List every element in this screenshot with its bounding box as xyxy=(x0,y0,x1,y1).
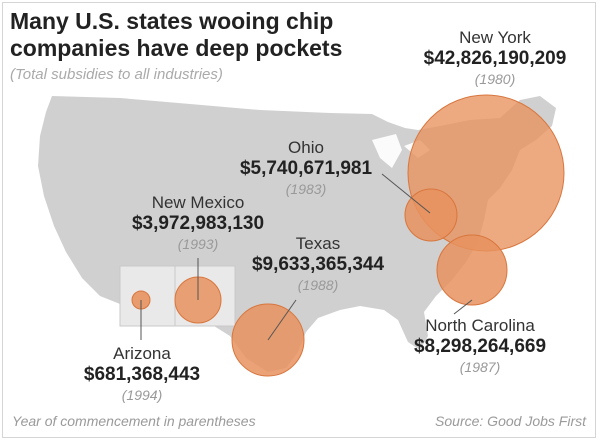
state-name: Arizona xyxy=(113,344,171,363)
bubble-north-carolina xyxy=(436,234,508,306)
state-name: Ohio xyxy=(288,138,324,157)
chart-title: Many U.S. states wooing chip companies h… xyxy=(10,8,343,61)
state-name: New Mexico xyxy=(151,193,245,212)
leader-north-carolina xyxy=(453,299,473,315)
state-amount: $681,368,443 xyxy=(83,364,201,385)
label-texas: Texas $9,633,365,344 (1988) xyxy=(238,234,398,294)
state-amount: $5,740,671,981 xyxy=(239,158,373,179)
state-amount: $9,633,365,344 xyxy=(251,254,385,275)
leader-texas xyxy=(267,299,297,341)
state-year: (1983) xyxy=(285,181,327,197)
label-arizona: Arizona $681,368,443 (1994) xyxy=(62,344,222,404)
state-year: (1994) xyxy=(121,387,163,403)
label-new-mexico: New Mexico $3,972,983,130 (1993) xyxy=(118,193,278,253)
leader-ohio xyxy=(381,173,431,214)
state-year: (1993) xyxy=(177,236,219,252)
state-amount: $42,826,190,209 xyxy=(423,48,567,69)
state-year: (1988) xyxy=(297,277,339,293)
footer-source: Source: Good Jobs First xyxy=(435,413,586,429)
state-name: North Carolina xyxy=(425,316,535,335)
state-year: (1987) xyxy=(459,359,501,375)
state-amount: $3,972,983,130 xyxy=(131,213,265,234)
figure-frame xyxy=(2,2,596,438)
state-name: New York xyxy=(459,28,531,47)
footer-note: Year of commencement in parentheses xyxy=(12,413,256,429)
bubble-ohio xyxy=(404,188,458,242)
label-ohio: Ohio $5,740,671,981 (1983) xyxy=(226,138,386,198)
label-new-york: New York $42,826,190,209 (1980) xyxy=(400,28,590,88)
state-name: Texas xyxy=(295,234,341,253)
state-amount: $8,298,264,669 xyxy=(413,336,547,357)
label-north-carolina: North Carolina $8,298,264,669 (1987) xyxy=(380,316,580,376)
chart-subtitle: (Total subsidies to all industries) xyxy=(10,66,223,83)
state-year: (1980) xyxy=(474,71,516,87)
